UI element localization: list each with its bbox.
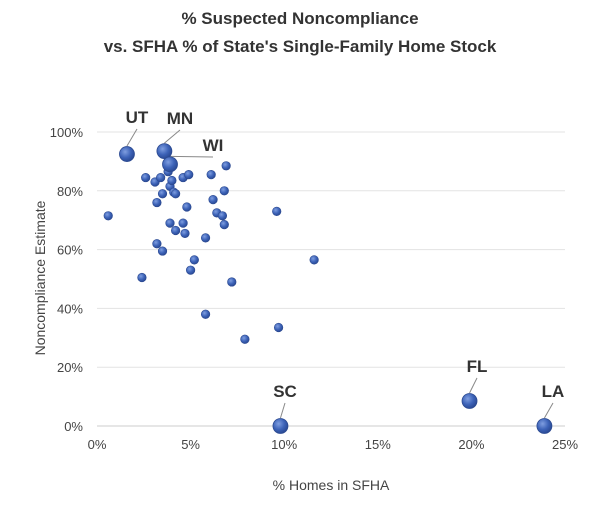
data-point [171,225,181,236]
data-point [180,228,190,239]
data-point [240,334,250,344]
data-point [165,218,175,228]
callout-label: FL [467,357,488,376]
callout-leader [543,402,554,419]
callout-labels: UT MN WI SC FL LA [126,108,565,401]
labeled-data-point [156,143,173,160]
data-points [103,143,553,434]
callout-label: WI [203,136,224,155]
data-point [152,239,162,249]
y-tick-label: 20% [57,360,83,375]
callout-leader [469,377,478,394]
data-point [200,233,211,243]
data-point [200,309,211,319]
data-point [182,202,192,212]
x-tick-label: 20% [458,437,484,452]
data-point [103,211,113,221]
data-point [141,172,151,183]
x-axis-label: % Homes in SFHA [273,477,390,493]
callout-label: UT [126,108,149,127]
data-point [156,172,166,183]
callout-label: LA [542,382,565,401]
data-point [219,220,229,230]
callout-leader [126,128,138,147]
callout-leader [164,129,181,144]
data-point [219,186,229,196]
x-tick-label: 10% [271,437,297,452]
data-point [217,211,228,221]
labeled-data-point [536,418,553,434]
x-tick-label: 15% [365,437,391,452]
labeled-data-point [119,146,135,162]
data-point [137,272,147,283]
data-point [178,218,188,228]
labeled-data-point [162,156,178,173]
callout-label: SC [273,382,297,401]
data-point [272,206,282,216]
data-point [157,246,168,256]
chart-subtitle: vs. SFHA % of State's Single-Family Home… [104,37,497,56]
y-axis-label: Noncompliance Estimate [32,200,48,355]
y-tick-label: 60% [57,243,83,258]
labeled-data-point [461,393,478,409]
data-point [227,277,237,287]
data-point [157,189,168,199]
x-tick-label: 5% [181,437,200,452]
callout-leaders [126,128,554,419]
data-point [152,197,162,208]
data-point [167,175,177,186]
data-point [184,170,194,180]
labeled-data-point [272,418,289,434]
data-point [273,322,284,333]
data-point [309,255,319,265]
data-point [186,265,196,275]
data-point [221,161,231,171]
y-axis-ticks: 0% 20% 40% 60% 80% 100% [50,125,84,434]
y-tick-label: 100% [50,125,84,140]
data-point [189,255,199,265]
y-tick-label: 40% [57,301,83,316]
y-tick-label: 80% [57,184,83,199]
x-tick-label: 0% [88,437,107,452]
data-point [206,170,216,180]
y-tick-label: 0% [64,419,83,434]
callout-label: MN [167,109,193,128]
chart-title: % Suspected Noncompliance [181,9,418,28]
data-point [171,189,181,199]
data-point [208,195,218,205]
callout-leader [279,402,286,419]
x-axis-ticks: 0% 5% 10% 15% 20% 25% [88,437,579,452]
x-tick-label: 25% [552,437,578,452]
callout-leader [170,155,214,158]
